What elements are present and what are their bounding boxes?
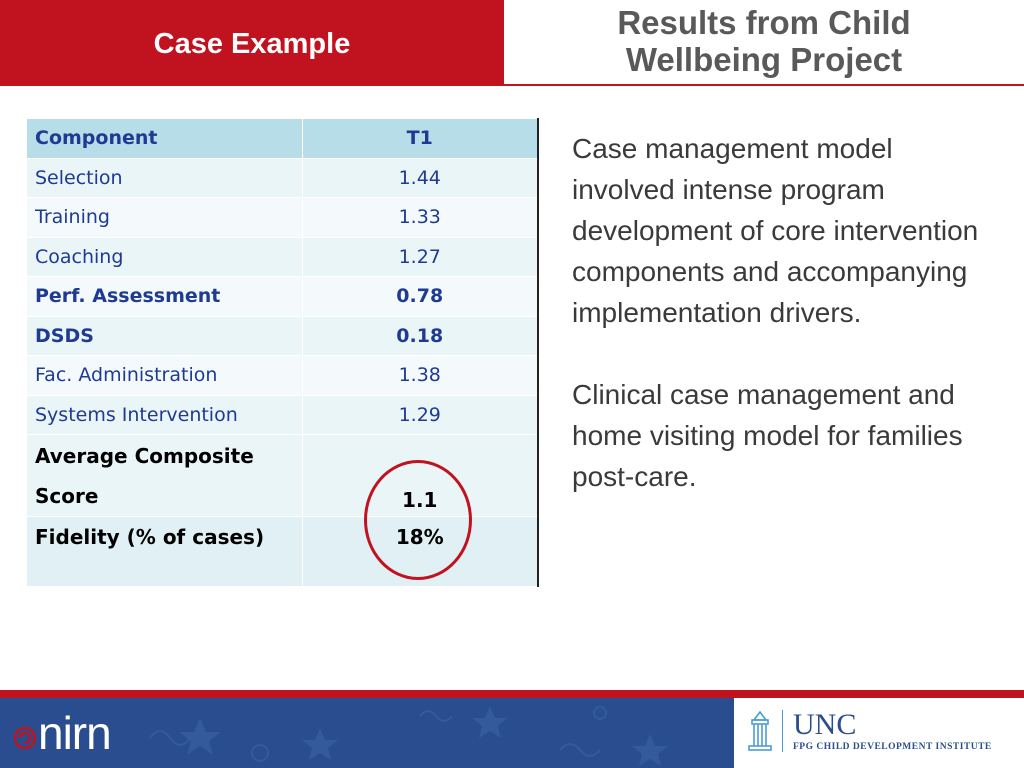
footer-unc-area: UNC FPG CHILD DEVELOPMENT INSTITUTE — [734, 698, 1024, 768]
description-paragraph: Case management model involved intense p… — [572, 133, 979, 328]
header-right-area: Results from Child Wellbeing Project — [504, 0, 1024, 86]
table-row: Selection 1.44 — [26, 157, 538, 198]
component-cell: Training — [26, 197, 303, 238]
table-row: Coaching 1.27 — [26, 236, 538, 277]
average-score-label: Average Composite Score — [26, 434, 303, 517]
unc-logo: UNC FPG CHILD DEVELOPMENT INSTITUTE — [746, 710, 992, 752]
footer-divider — [0, 690, 1024, 698]
table-row: DSDS 0.18 — [26, 315, 538, 356]
body-text: Case management model involved intense p… — [572, 128, 992, 538]
t1-cell: 0.78 — [302, 276, 538, 317]
header-left-banner: Case Example — [0, 0, 504, 86]
unc-name: UNC — [793, 708, 857, 741]
footer-pattern — [149, 706, 668, 766]
slide-section-title: Case Example — [153, 27, 351, 60]
column-header-component: Component — [26, 118, 303, 159]
unc-text-block: UNC FPG CHILD DEVELOPMENT INSTITUTE — [793, 708, 992, 753]
t1-cell: 1.44 — [302, 157, 538, 198]
fidelity-label: Fidelity (% of cases) — [26, 516, 303, 587]
unc-subtitle: FPG CHILD DEVELOPMENT INSTITUTE — [793, 742, 992, 752]
footer-band: nirn — [0, 698, 734, 768]
fidelity-value: 18% — [302, 516, 538, 587]
fidelity-row: Fidelity (% of cases) 18% — [26, 516, 538, 587]
table-row: Training 1.33 — [26, 197, 538, 238]
component-cell: DSDS — [26, 315, 303, 356]
unc-bell-tower-icon — [748, 710, 772, 751]
t1-cell: 1.27 — [302, 236, 538, 277]
t1-cell: 0.18 — [302, 315, 538, 356]
nirn-logo-text: nirn — [38, 707, 112, 759]
description-paragraph: Clinical case management and home visiti… — [572, 379, 963, 492]
table-row: Perf. Assessment 0.78 — [26, 276, 538, 317]
table-row: Systems Intervention 1.29 — [26, 394, 538, 435]
component-cell: Fac. Administration — [26, 355, 303, 396]
t1-cell: 1.29 — [302, 394, 538, 435]
header-divider — [504, 84, 1024, 86]
average-score-row: Average Composite Score 1.1 — [26, 434, 538, 517]
nirn-swirl-icon — [14, 727, 36, 749]
unc-logo-divider — [782, 710, 783, 752]
t1-cell: 1.38 — [302, 355, 538, 396]
average-score-value: 1.1 — [302, 434, 538, 517]
column-header-t1: T1 — [302, 118, 538, 159]
t1-cell: 1.33 — [302, 197, 538, 238]
component-cell: Selection — [26, 157, 303, 198]
table-header-row: Component T1 — [26, 118, 538, 159]
table-row: Fac. Administration 1.38 — [26, 355, 538, 396]
component-cell: Perf. Assessment — [26, 276, 303, 317]
component-cell: Systems Intervention — [26, 394, 303, 435]
component-cell: Coaching — [26, 236, 303, 277]
results-table: Component T1 Selection 1.44 Training 1.3… — [26, 118, 539, 587]
slide-title: Results from Child Wellbeing Project — [617, 4, 911, 78]
nirn-logo: nirn — [14, 706, 112, 760]
